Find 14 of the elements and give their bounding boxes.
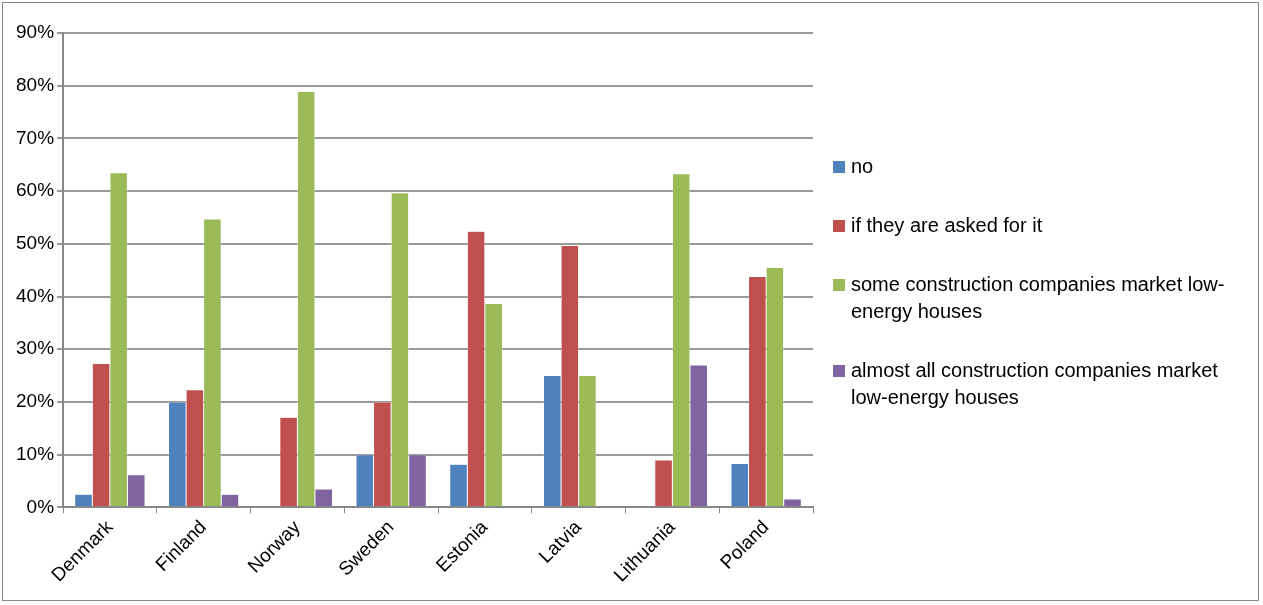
y-tick-label: 60% <box>16 179 55 201</box>
y-tick-label: 80% <box>16 73 55 95</box>
y-tick-label: 90% <box>16 21 55 43</box>
y-tick-label: 70% <box>16 126 55 148</box>
y-tick-label: 0% <box>26 495 55 517</box>
y-tick-label: 10% <box>16 442 55 464</box>
legend-label: some construction companies market low-energy houses <box>851 272 1226 324</box>
legend-label: if they are asked for it <box>851 213 1043 238</box>
y-tick-label: 20% <box>16 390 55 412</box>
y-tick-label: 40% <box>16 284 55 306</box>
y-tick-label: 30% <box>16 337 55 359</box>
legend-label: almost all construction companies market low-energy houses <box>851 358 1219 410</box>
y-tick-label: 50% <box>16 232 55 254</box>
legend-label: no <box>851 154 874 179</box>
